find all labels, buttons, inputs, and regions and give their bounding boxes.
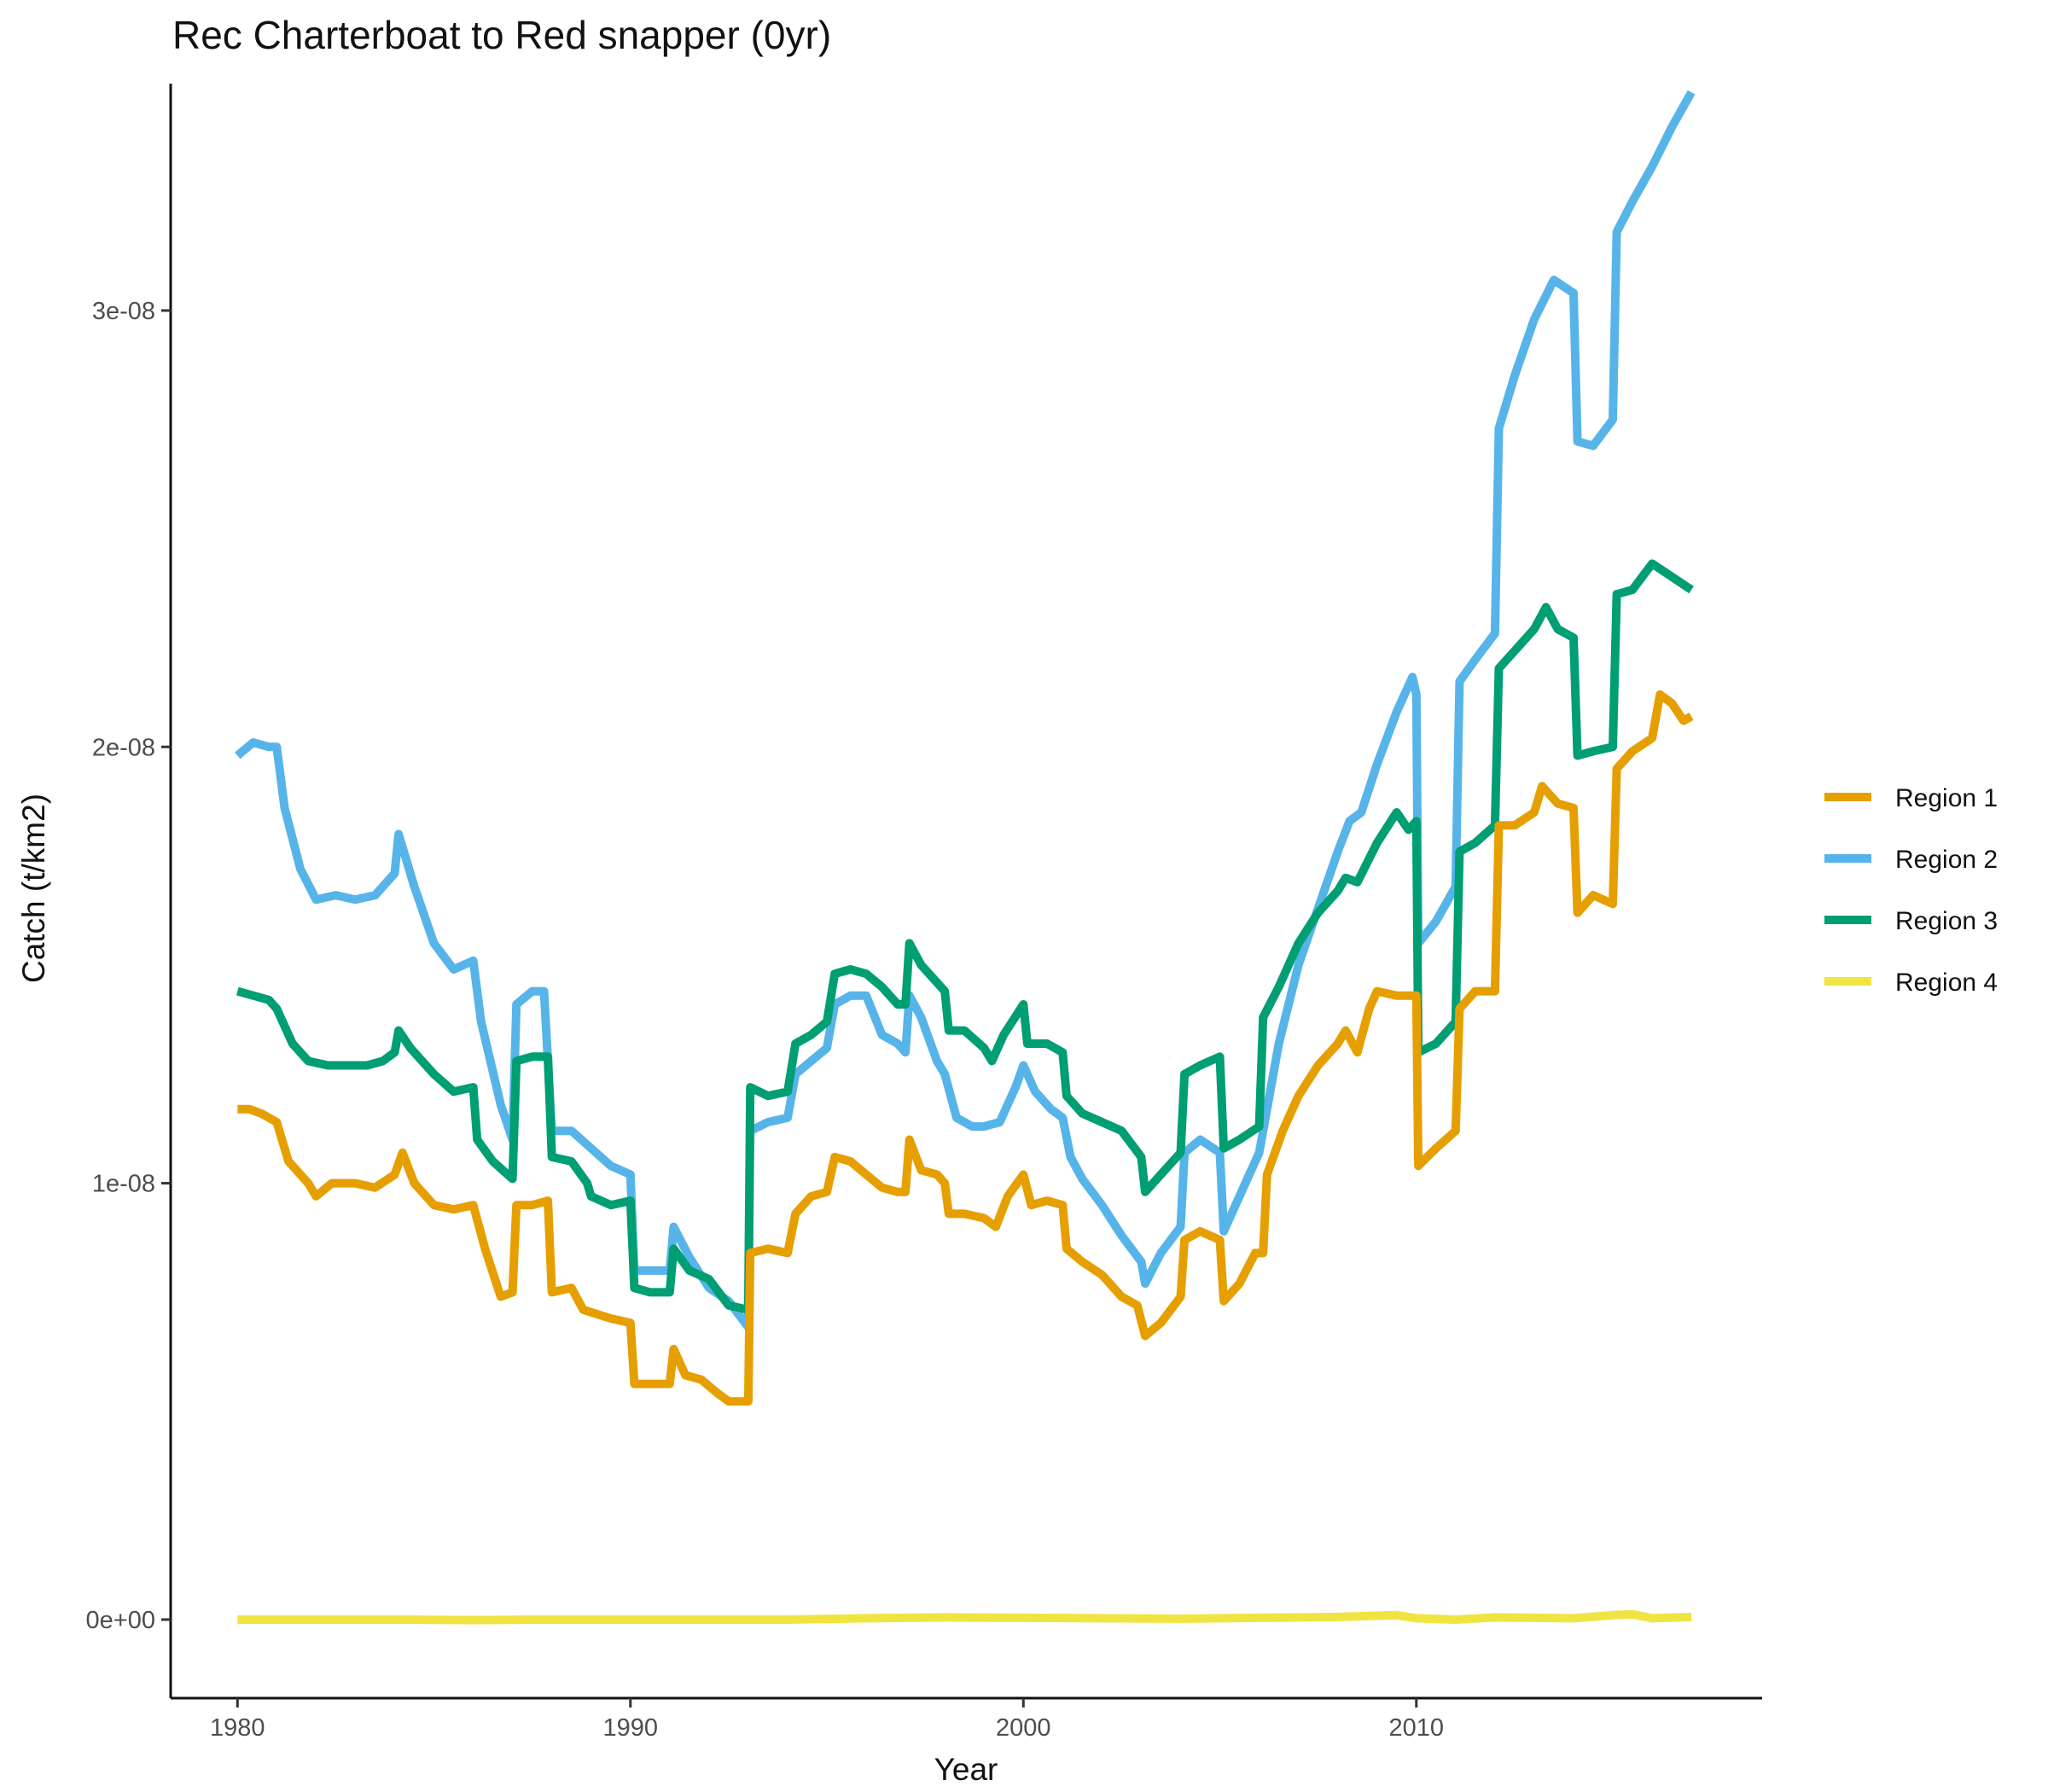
y-tick-label: 0e+00 — [86, 1607, 155, 1634]
chart-title: Rec Charterboat to Red snapper (0yr) — [172, 13, 832, 57]
x-tick-label: 2000 — [996, 1714, 1051, 1742]
y-tick-label: 3e-08 — [92, 298, 155, 325]
legend-label-region-3: Region 3 — [1895, 907, 1998, 935]
series-line-region-2 — [235, 90, 1696, 1332]
y-axis-title: Catch (t/km2) — [16, 794, 51, 983]
x-axis-title: Year — [934, 1752, 998, 1787]
legend-label-region-4: Region 4 — [1895, 969, 1998, 997]
legend: Region 1 Region 2 Region 3 Region 4 — [1824, 784, 1998, 997]
series-line-region-4 — [237, 1609, 1692, 1625]
legend-label-region-2: Region 2 — [1895, 846, 1998, 874]
y-tick-label: 2e-08 — [92, 734, 155, 761]
y-tick-label: 1e-08 — [92, 1171, 155, 1198]
x-tick-label: 1980 — [210, 1714, 265, 1742]
tick-layer: 1980 1990 2000 2010 0e+00 1e-08 2e-08 3e-08 — [86, 298, 1444, 1742]
axes-layer — [169, 84, 1762, 1700]
series-line-region-3 — [236, 559, 1694, 1314]
x-tick-label: 2010 — [1389, 1714, 1445, 1742]
legend-label-region-1: Region 1 — [1895, 784, 1998, 812]
series-line-region-1 — [237, 689, 1694, 1406]
x-tick-label: 1990 — [603, 1714, 659, 1742]
series-layer — [235, 90, 1696, 1625]
